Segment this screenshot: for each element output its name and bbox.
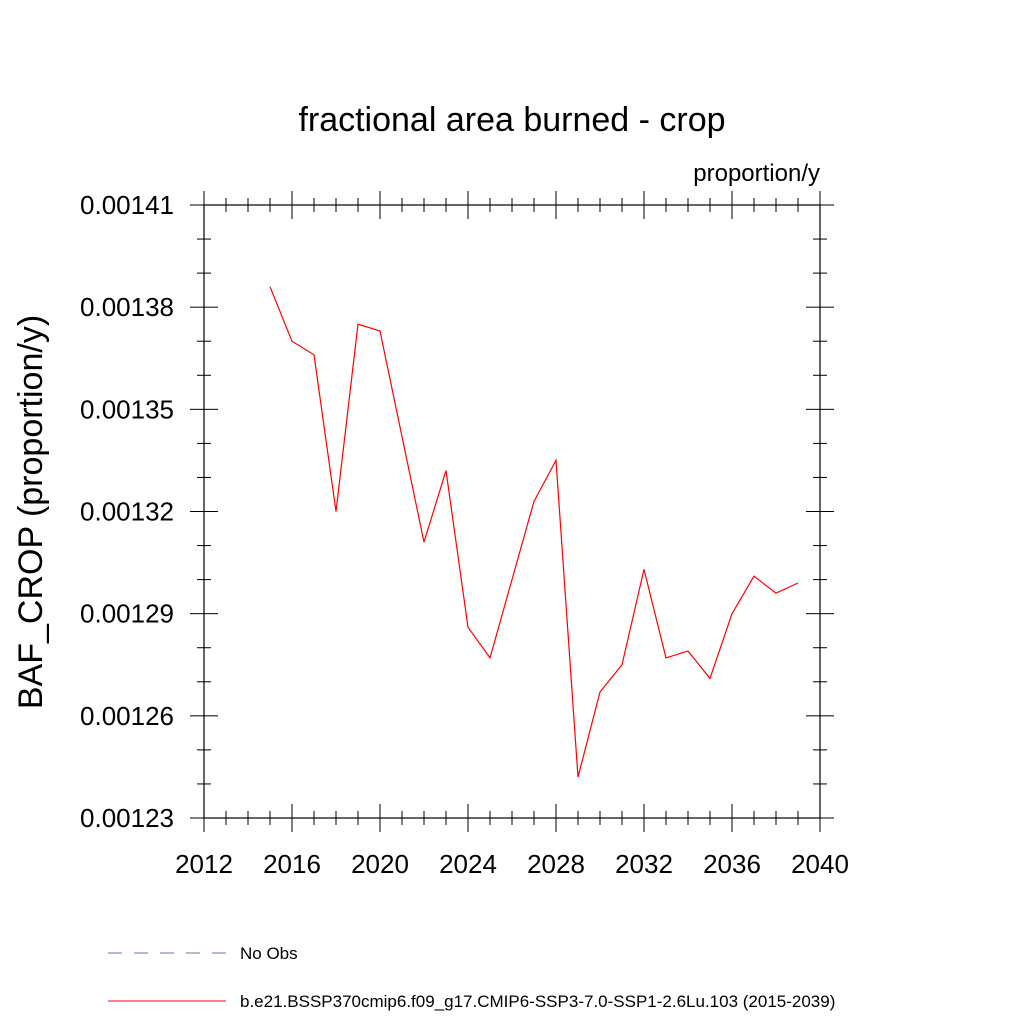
series-lines [269, 286, 799, 778]
y-axis-label: BAF_CROP (proportion/y) [12, 315, 50, 709]
x-tick-label: 2024 [439, 849, 497, 879]
x-tick-label: 2016 [263, 849, 321, 879]
y-tick-label: 0.00141 [80, 190, 174, 220]
y-tick-label: 0.00129 [80, 599, 174, 629]
legend-label: No Obs [240, 944, 298, 963]
x-tick-label: 2020 [351, 849, 409, 879]
tick-labels: 2012 2016 2020 2024 2028 2032 2036 2040 0.00123 0… [80, 190, 849, 879]
y-tick-label: 0.00123 [80, 803, 174, 833]
x-tick-label: 2012 [175, 849, 233, 879]
series-line [269, 286, 799, 778]
x-tick-label: 2028 [527, 849, 585, 879]
chart-title: fractional area burned - crop [298, 101, 725, 139]
y-tick-label: 0.00135 [80, 394, 174, 424]
plot-frame [203, 204, 821, 819]
legend-label: b.e21.BSSP370cmip6.f09_g17.CMIP6-SSP3-7.… [240, 992, 835, 1011]
x-tick-label: 2036 [703, 849, 761, 879]
units-label: proportion/y [693, 160, 820, 187]
y-tick-label: 0.00132 [80, 497, 174, 527]
x-tick-label: 2032 [615, 849, 673, 879]
y-tick-label: 0.00138 [80, 292, 174, 322]
axis-ticks [190, 191, 834, 832]
x-tick-label: 2040 [791, 849, 849, 879]
legend: No Obs b.e21.BSSP370cmip6.f09_g17.CMIP6-S… [108, 944, 835, 1011]
y-tick-label: 0.00126 [80, 701, 174, 731]
